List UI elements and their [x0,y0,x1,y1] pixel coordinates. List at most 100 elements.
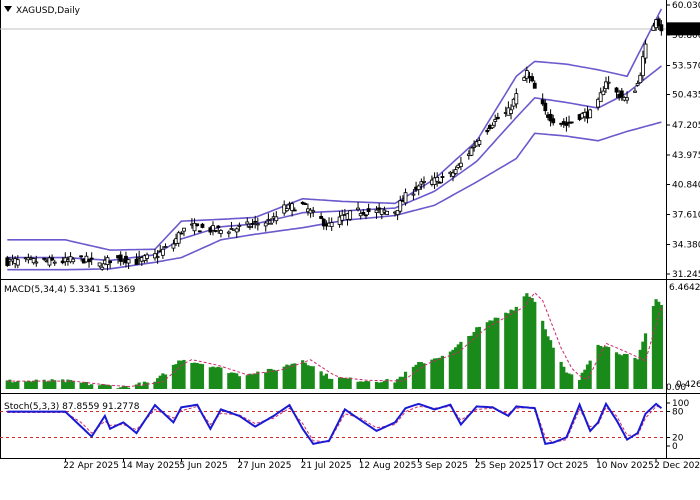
candle-body[interactable] [451,172,455,177]
candle-body[interactable] [31,258,36,264]
candle-body[interactable] [219,230,223,234]
candle-body[interactable] [440,176,445,178]
candle-body[interactable] [197,230,202,233]
candle-body[interactable] [163,246,168,248]
candle-body[interactable] [453,169,458,174]
stoch-pane[interactable]: Stoch(5,3,3) 87.8559 91.2778 [0,401,666,446]
candle-body[interactable] [192,222,197,232]
candle-body[interactable] [469,147,474,156]
candle-body[interactable] [651,25,656,31]
candle-body[interactable] [79,255,84,258]
price-pane[interactable]: XAGUSD,Daily [0,6,666,271]
candle-body[interactable] [15,259,20,266]
candle-body[interactable] [47,257,52,266]
candle-body[interactable] [100,266,105,270]
candle-body[interactable] [641,56,645,77]
candle-body[interactable] [274,216,279,222]
candle-body[interactable] [477,140,482,145]
candle-body[interactable] [551,118,556,124]
triangle-down-icon[interactable] [4,6,12,12]
candle-body[interactable] [361,211,366,215]
candle-body[interactable] [564,122,569,126]
candle-body[interactable] [340,214,345,221]
candle-body[interactable] [263,222,268,227]
candle-body[interactable] [619,90,624,98]
candle-body[interactable] [216,225,221,229]
candle-body[interactable] [569,121,574,124]
candle-body[interactable] [200,223,205,228]
candle-body[interactable] [255,223,260,226]
candle-body[interactable] [300,201,305,205]
candle-body[interactable] [493,119,498,122]
candle-body[interactable] [411,193,416,196]
candle-body[interactable] [606,81,611,84]
candle-body[interactable] [643,43,648,59]
candle-body[interactable] [153,253,157,259]
candle-body[interactable] [126,259,131,264]
candle-body[interactable] [97,262,102,267]
macd-pane[interactable]: MACD(5,34,4) 5.3341 5.1369 [4,285,663,389]
candle-body[interactable] [226,231,231,234]
candle-body[interactable] [514,93,519,105]
candle-body[interactable] [625,97,629,101]
candle-body[interactable] [485,129,490,133]
candle-body[interactable] [145,254,149,259]
candle-body[interactable] [635,83,640,86]
candle-body[interactable] [108,260,113,264]
candle-body[interactable] [356,207,360,211]
candle-body[interactable] [398,200,403,212]
candle-body[interactable] [524,70,529,79]
candle-body[interactable] [472,145,477,148]
candle-body[interactable] [234,228,239,233]
candle-body[interactable] [195,223,200,227]
candle-body[interactable] [84,255,89,263]
candle-body[interactable] [358,213,363,217]
candle-body[interactable] [182,227,186,232]
candle-body[interactable] [459,162,463,167]
candle-body[interactable] [633,90,637,93]
candle-body[interactable] [253,220,258,223]
candle-body[interactable] [395,210,400,216]
candle-body[interactable] [435,176,440,182]
candle-body[interactable] [250,222,255,225]
candle-body[interactable] [42,257,47,260]
candle-body[interactable] [614,87,619,93]
candle-body[interactable] [403,192,408,204]
candle-body[interactable] [540,99,545,105]
candle-body[interactable] [266,219,271,221]
candle-body[interactable] [656,18,661,27]
candle-body[interactable] [284,208,289,212]
candle-body[interactable] [543,102,548,112]
candle-body[interactable] [522,77,527,81]
candle-body[interactable] [601,90,606,96]
candle-body[interactable] [160,248,165,256]
candle-body[interactable] [530,76,535,82]
candle-body[interactable] [134,258,139,265]
candle-body[interactable] [34,261,39,264]
candle-body[interactable] [269,222,273,225]
candle-body[interactable] [179,232,184,235]
candle-body[interactable] [237,224,242,227]
candle-body[interactable] [385,210,389,215]
candle-body[interactable] [548,113,553,122]
candle-body[interactable] [495,116,500,120]
candle-body[interactable] [87,259,91,263]
candle-body[interactable] [50,257,55,261]
candle-body[interactable] [245,221,250,225]
candle-body[interactable] [71,258,76,263]
candle-body[interactable] [321,218,326,227]
candle-body[interactable] [311,210,316,213]
candle-body[interactable] [118,254,123,262]
candlesticks[interactable] [5,16,664,271]
candle-body[interactable] [329,222,334,228]
candle-body[interactable] [532,82,537,89]
candle-body[interactable] [638,74,643,84]
candle-body[interactable] [248,226,252,228]
candle-body[interactable] [364,214,368,217]
candle-body[interactable] [374,209,379,213]
candle-body[interactable] [416,185,421,190]
candle-body[interactable] [490,124,495,129]
candle-body[interactable] [598,92,603,103]
candle-body[interactable] [419,181,424,185]
candle-body[interactable] [211,225,215,231]
